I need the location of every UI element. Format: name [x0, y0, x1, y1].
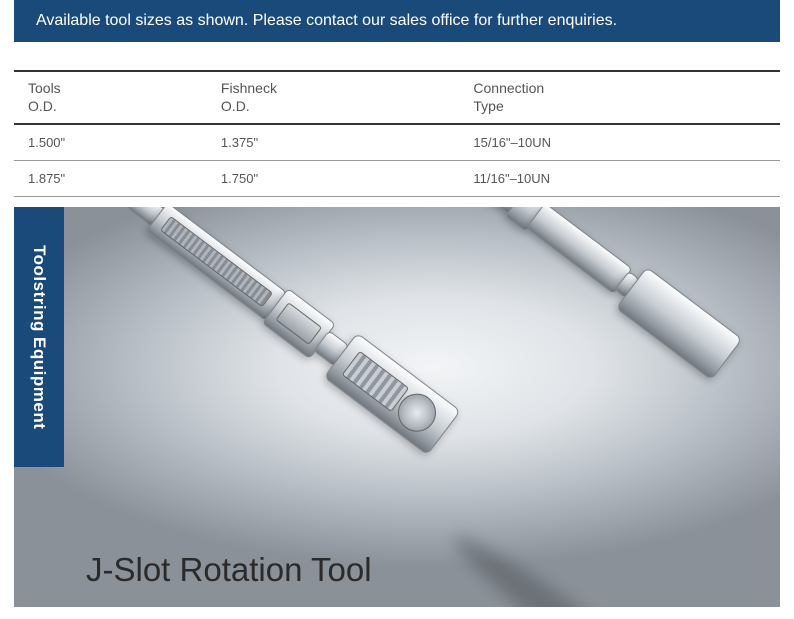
col-header-tools-od: Tools O.D. [14, 71, 207, 124]
table-row: 1.500" 1.375" 15/16"–10UN [14, 124, 780, 161]
table-row: 1.875" 1.750" 11/16"–10UN [14, 161, 780, 197]
col-header-line1: Tools [28, 80, 61, 96]
cell-connection-type: 15/16"–10UN [459, 124, 780, 161]
col-header-line2: O.D. [28, 98, 57, 114]
product-title: J-Slot Rotation Tool [86, 551, 372, 589]
category-sidebar-tab: Toolstring Equipment [14, 207, 64, 467]
category-sidebar-label: Toolstring Equipment [29, 245, 49, 429]
cell-fishneck-od: 1.750" [207, 161, 459, 197]
col-header-connection-type: Connection Type [459, 71, 780, 124]
table-header-row: Tools O.D. Fishneck O.D. Connection Type [14, 71, 780, 124]
col-header-line1: Connection [473, 80, 544, 96]
col-header-line2: Type [473, 98, 503, 114]
info-banner: Available tool sizes as shown. Please co… [14, 0, 780, 42]
info-banner-text: Available tool sizes as shown. Please co… [36, 12, 617, 29]
cell-connection-type: 11/16"–10UN [459, 161, 780, 197]
cell-tools-od: 1.875" [14, 161, 207, 197]
col-header-line2: O.D. [221, 98, 250, 114]
product-image-section: Toolstring Equipment J-Slot Rotation Too… [14, 207, 780, 607]
col-header-fishneck-od: Fishneck O.D. [207, 71, 459, 124]
cell-tools-od: 1.500" [14, 124, 207, 161]
cell-fishneck-od: 1.375" [207, 124, 459, 161]
col-header-line1: Fishneck [221, 80, 277, 96]
spec-table: Tools O.D. Fishneck O.D. Connection Type… [14, 70, 780, 197]
